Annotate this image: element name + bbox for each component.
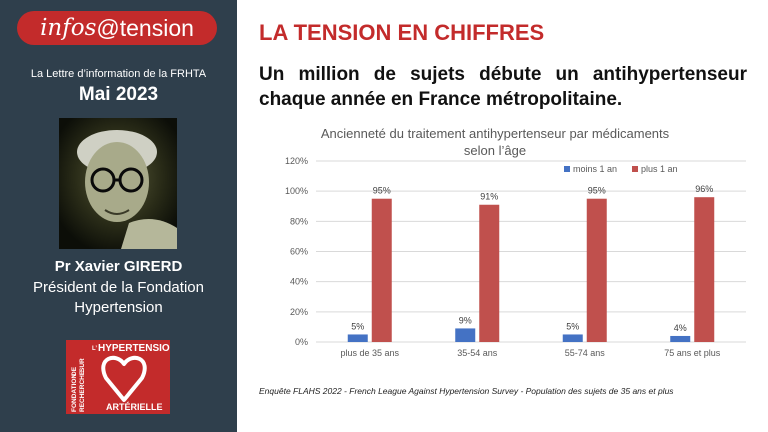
legend-swatch [632,166,638,172]
data-label: 91% [480,192,498,202]
logo-vertical-line2: DE [71,366,78,376]
heart-icon [101,355,147,402]
main-content: LA TENSION EN CHIFFRES Un million de suj… [237,0,768,432]
bar-moins-1-an [347,334,368,342]
logo-text-infos: infos [40,15,97,41]
logo-vertical-line1: FONDATION [71,374,78,412]
chart-data-labels: 5% 95% 9% 91% 5% 95% 4% 96% [351,184,713,333]
logo-vertical-line3: RECHERCHE [79,370,86,412]
bar-plus-1-an [694,197,715,342]
portrait-illustration [59,118,177,249]
chart-title: Ancienneté du traitement antihypertenseu… [321,126,670,141]
x-tick-label: 55-74 ans [565,348,606,358]
foundation-logo: FONDATION DE RECHERCHE SUR L’ HYPERTENSI… [66,340,177,414]
chart-bars [347,197,715,342]
bar-moins-1-an [455,328,476,342]
bar-plus-1-an [371,198,392,342]
bar-plus-1-an [586,198,607,342]
issue-date: Mai 2023 [78,84,159,105]
y-tick-label: 80% [290,216,308,226]
section-title: LA TENSION EN CHIFFRES [259,20,545,45]
author-role: Président de la Fondation Hypertension [0,278,237,318]
sidebar: infos @tension La Lettre d’information d… [0,0,237,432]
newsletter-label: La Lettre d’information de la FRHTA [30,68,207,80]
y-tick-label: 0% [295,337,308,347]
data-label: 4% [674,323,687,333]
y-tick-label: 20% [290,307,308,317]
bar-plus-1-an [479,204,500,342]
data-label: 96% [695,184,713,194]
chart-legend: moins 1 an plus 1 an [564,164,678,174]
bar-moins-1-an [670,335,691,342]
logo-bottom-text: ARTÉRIELLE [106,402,163,412]
author-portrait [59,118,177,249]
logo-vertical-line4: SUR [79,358,86,372]
data-label: 95% [373,186,391,196]
data-label: 5% [351,321,364,331]
x-tick-label: 35-54 ans [457,348,498,358]
x-tick-label: 75 ans et plus [664,348,721,358]
legend-swatch [564,166,570,172]
author-role-line2: Hypertension [74,299,163,316]
logo-top-prefix: L’ [92,346,97,352]
chart-axis: 0% 20% 40% 60% 80% 100% 120% plus de 35 ans 35-5… [285,156,721,358]
infostension-logo: infos @tension [17,11,217,45]
foundation-logo-graphic: FONDATION DE RECHERCHE SUR L’ HYPERTENSI… [66,340,177,414]
legend-label: moins 1 an [573,164,617,174]
y-tick-label: 100% [285,186,308,196]
source-footnote: Enquête FLAHS 2022 - French League Again… [259,386,674,396]
bar-moins-1-an [562,334,583,342]
legend-label: plus 1 an [641,164,678,174]
bar-chart: Ancienneté du traitement antihypertenseu… [285,126,746,358]
y-tick-label: 120% [285,156,308,166]
x-tick-label: plus de 35 ans [340,348,399,358]
data-label: 9% [459,315,472,325]
data-label: 5% [566,321,579,331]
author-name: Pr Xavier GIRERD [54,258,183,275]
chart-subtitle: selon l’âge [464,143,526,158]
logo-text-tension: @tension [96,14,194,41]
y-tick-label: 40% [290,277,308,287]
y-tick-label: 60% [290,247,308,257]
logo-top-text: HYPERTENSION [98,343,170,354]
author-role-line1: Président de la Fondation [33,279,204,296]
data-label: 95% [588,186,606,196]
headline: Un million de sujets débute un antihyper… [259,64,747,110]
